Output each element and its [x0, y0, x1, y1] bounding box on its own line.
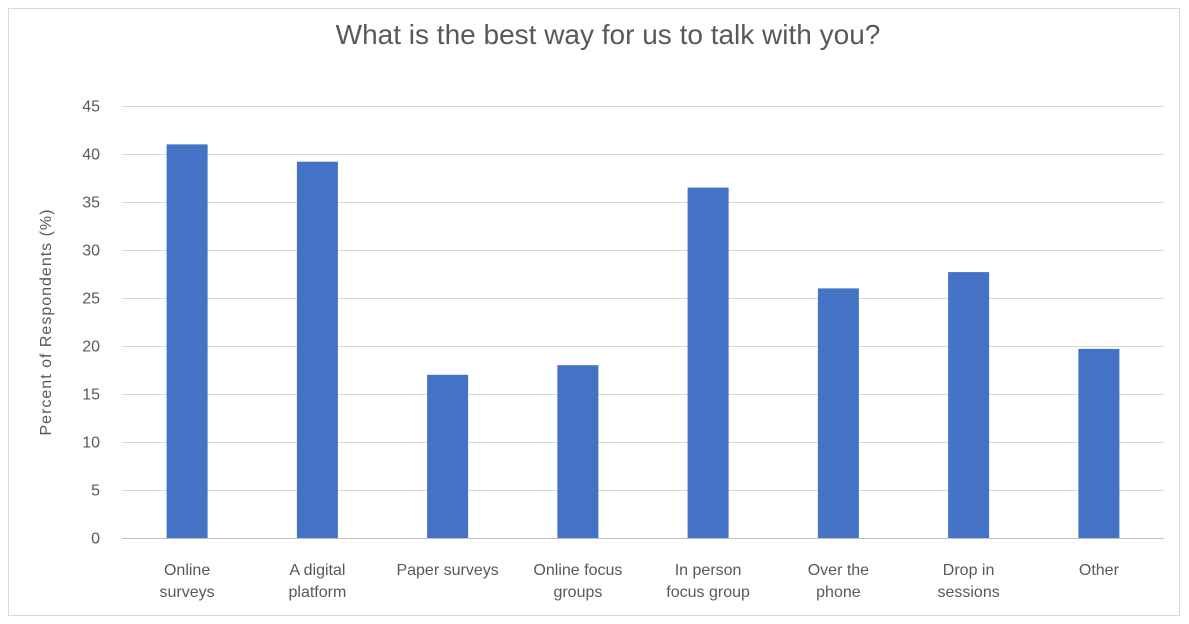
gridlines	[122, 106, 1164, 539]
x-tick-label: In person focus group	[666, 562, 750, 601]
y-tick-label: 30	[82, 243, 100, 260]
y-tick-label: 0	[91, 531, 100, 548]
x-tick-label: Online focus groups	[533, 562, 622, 601]
x-axis-labels: Online surveys A digital platform Paper surv…	[160, 562, 1120, 601]
x-tick-label-line: Paper surveys	[396, 562, 498, 579]
x-tick-label-line: Online	[164, 562, 210, 579]
y-tick-label: 5	[91, 483, 100, 500]
x-tick-label-line: focus group	[666, 584, 750, 601]
x-tick-label: Other	[1079, 562, 1120, 579]
x-tick-label-line: sessions	[937, 584, 999, 601]
bar	[557, 365, 599, 538]
bar	[1078, 348, 1120, 538]
x-tick-label: Paper surveys	[396, 562, 498, 579]
x-tick-label-line: Drop in	[943, 562, 995, 579]
x-tick-label: Drop in sessions	[937, 562, 999, 601]
y-tick-label: 10	[82, 435, 100, 452]
x-tick-label-line: surveys	[160, 584, 215, 601]
x-tick-label: Over the phone	[808, 562, 869, 601]
bar	[166, 144, 208, 538]
x-tick-label: A digital platform	[289, 562, 347, 601]
bar	[427, 374, 469, 538]
x-tick-label-line: A digital	[289, 562, 345, 579]
bar	[687, 187, 729, 538]
chart-title: What is the best way for us to talk with…	[336, 19, 881, 50]
y-tick-label: 20	[82, 339, 100, 356]
x-tick-label-line: Other	[1079, 562, 1120, 579]
x-tick-label-line: Over the	[808, 562, 869, 579]
y-tick-label: 45	[82, 99, 100, 116]
x-tick-label: Online surveys	[160, 562, 215, 601]
bar	[948, 272, 990, 538]
bar	[817, 288, 859, 538]
y-tick-label: 40	[82, 147, 100, 164]
x-tick-label-line: platform	[289, 584, 347, 601]
y-tick-label: 15	[82, 387, 100, 404]
x-tick-label-line: groups	[553, 584, 602, 601]
y-tick-label: 25	[82, 291, 100, 308]
x-tick-label-line: In person	[675, 562, 742, 579]
x-tick-label-line: Online focus	[533, 562, 622, 579]
y-tick-label: 35	[82, 195, 100, 212]
x-tick-label-line: phone	[816, 584, 861, 601]
y-axis-title: Percent of Respondents (%)	[38, 209, 55, 436]
y-axis-ticks: 0 5 10 15 20 25 30 35 40 45	[82, 99, 100, 548]
bar	[296, 161, 338, 538]
bars	[166, 144, 1120, 538]
